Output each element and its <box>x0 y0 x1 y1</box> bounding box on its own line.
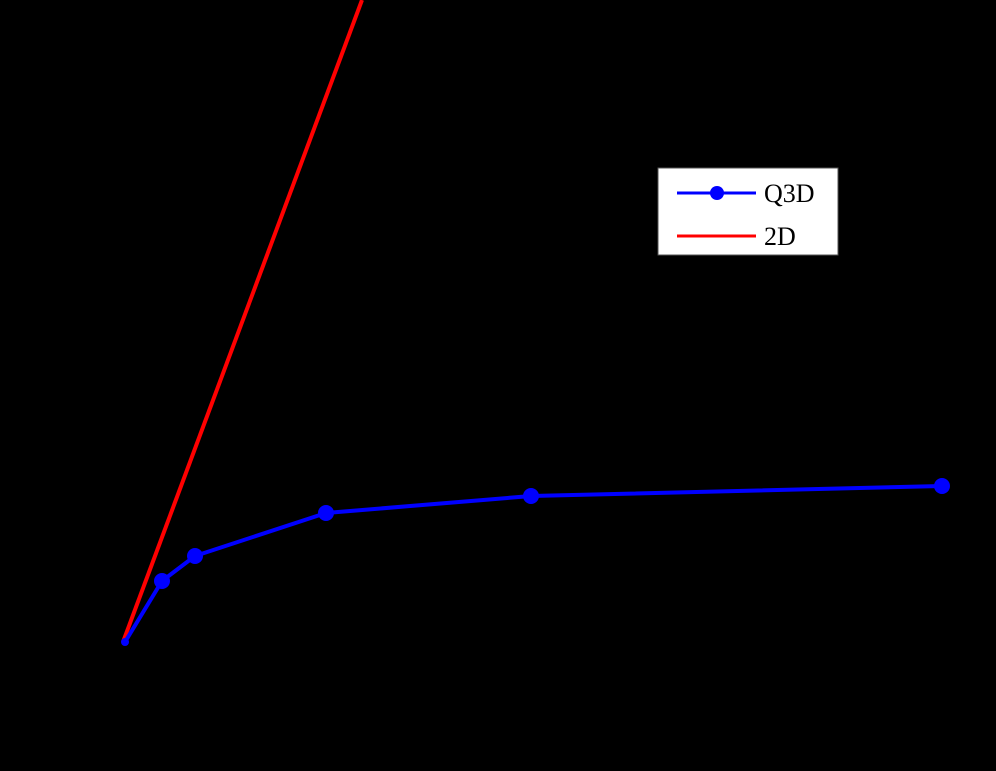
legend-item-2d: 2D <box>677 222 796 251</box>
legend-box <box>657 167 839 256</box>
legend-item-q3d: Q3D <box>677 179 815 208</box>
series-layer <box>121 0 950 646</box>
data-point-marker <box>934 478 950 494</box>
legend-marker-q3d <box>710 186 724 200</box>
legend-label-2d: 2D <box>764 222 796 251</box>
data-point-marker <box>523 488 539 504</box>
legend: Q3D 2D <box>657 167 839 256</box>
series-line-2d <box>121 0 364 643</box>
data-point-marker <box>318 505 334 521</box>
legend-label-q3d: Q3D <box>764 179 815 208</box>
data-point-marker <box>187 548 203 564</box>
data-point-marker <box>154 573 170 589</box>
series-line-q3d <box>123 484 943 644</box>
data-point-marker <box>121 638 129 646</box>
